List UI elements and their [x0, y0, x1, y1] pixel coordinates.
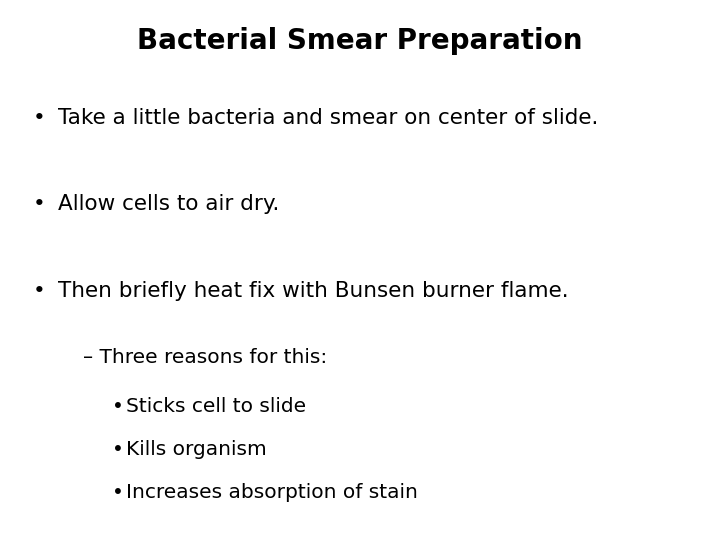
Text: •: •	[112, 440, 123, 459]
Text: – Three reasons for this:: – Three reasons for this:	[83, 348, 327, 367]
Text: Take a little bacteria and smear on center of slide.: Take a little bacteria and smear on cent…	[58, 108, 598, 128]
Text: •: •	[32, 194, 45, 214]
Text: •: •	[112, 397, 123, 416]
Text: •: •	[112, 483, 123, 502]
Text: Kills organism: Kills organism	[126, 440, 266, 459]
Text: Allow cells to air dry.: Allow cells to air dry.	[58, 194, 279, 214]
Text: Then briefly heat fix with Bunsen burner flame.: Then briefly heat fix with Bunsen burner…	[58, 281, 568, 301]
Text: Sticks cell to slide: Sticks cell to slide	[126, 397, 306, 416]
Text: Bacterial Smear Preparation: Bacterial Smear Preparation	[138, 27, 582, 55]
Text: •: •	[32, 108, 45, 128]
Text: Increases absorption of stain: Increases absorption of stain	[126, 483, 418, 502]
Text: •: •	[32, 281, 45, 301]
